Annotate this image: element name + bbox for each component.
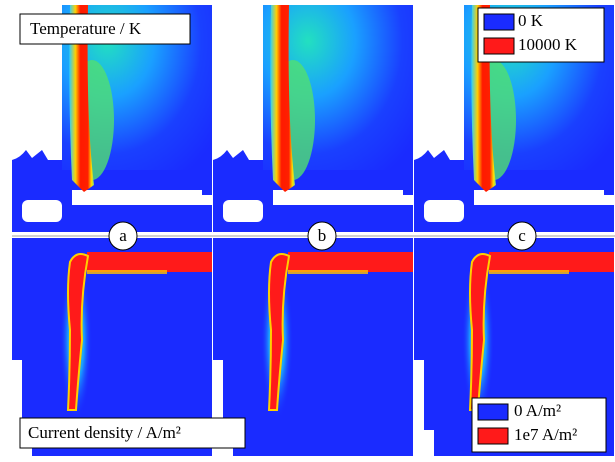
top-title: Temperature / K (30, 19, 142, 38)
legend-swatch (478, 428, 508, 444)
figure: a b c Temperature / K Current density / … (0, 0, 615, 462)
legend-label: 0 K (518, 11, 544, 30)
legend-swatch (484, 38, 514, 54)
legend-swatch (484, 14, 514, 30)
legend-label: 10000 K (518, 35, 578, 54)
bottom-title: Current density / A/m² (28, 423, 181, 442)
page: a b c Temperature / K Current density / … (0, 0, 615, 462)
legend-swatch (478, 404, 508, 420)
legend-label: 0 A/m² (514, 401, 561, 420)
panel-label: b (318, 226, 327, 245)
legend-label: 1e7 A/m² (514, 425, 577, 444)
panel-label: c (518, 226, 526, 245)
panel-label: a (119, 226, 127, 245)
